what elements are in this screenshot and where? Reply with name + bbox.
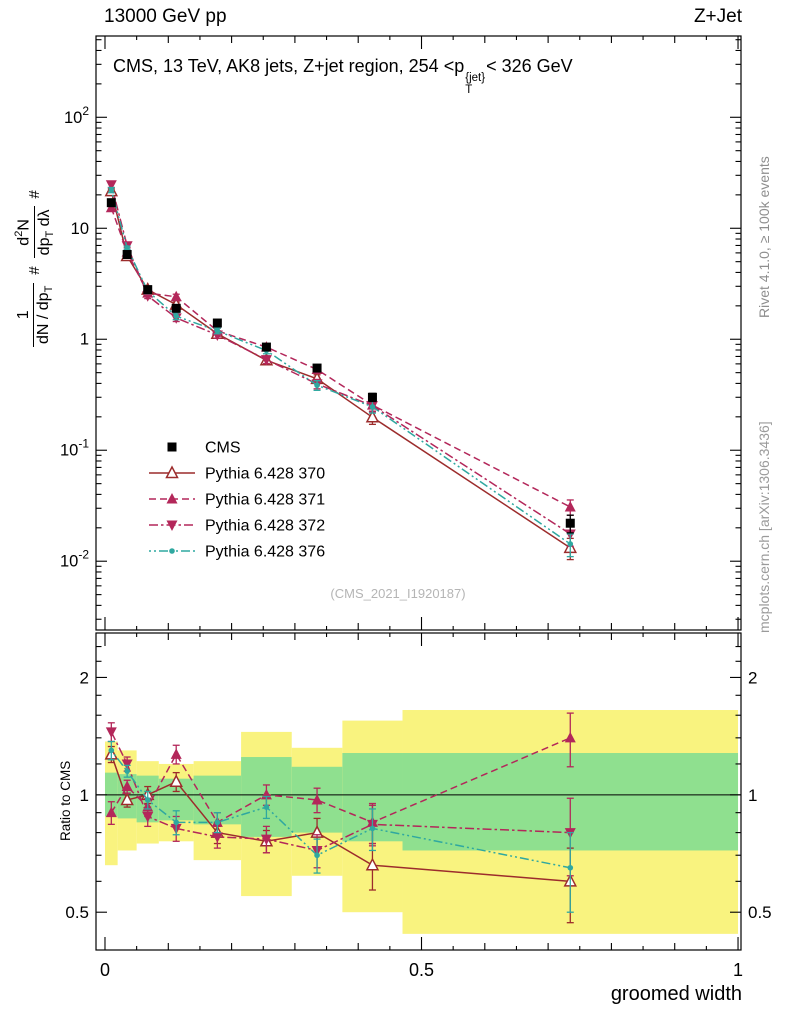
y-axis-label: 1 dN / dpT # d2N dpT dλ #: [13, 190, 57, 347]
ylabel-frac2-denominator: dpT dλ: [33, 206, 57, 259]
svg-text:1: 1: [80, 786, 89, 805]
ylabel-frac2-numerator: d2N: [13, 219, 33, 246]
svg-text:Pythia 6.428 376: Pythia 6.428 376: [205, 544, 325, 561]
pt-jet-symbol: {jet} T: [465, 72, 486, 96]
svg-text:10-1: 10-1: [60, 437, 89, 460]
beam-energy-label: 13000 GeV pp: [104, 6, 227, 27]
legend: CMS Pythia 6.428 370 Pythia 6.428 371 Pythi…: [149, 440, 325, 561]
plot-title-superscript: {jet}: [465, 72, 486, 84]
svg-text:0.5: 0.5: [65, 903, 89, 922]
svg-text:Pythia 6.428 370: Pythia 6.428 370: [205, 466, 325, 483]
ylabel-d2n-fraction: d2N dpT dλ: [13, 206, 57, 259]
svg-text:1: 1: [748, 786, 757, 805]
ylabel-normalization-fraction: 1 dN / dpT: [14, 282, 57, 347]
plot-title: CMS, 13 TeV, AK8 jets, Z+jet region, 254…: [113, 56, 573, 96]
plot-title-suffix: < 326 GeV: [486, 56, 573, 76]
plot-title-subscript: T: [465, 83, 473, 96]
rivet-version-label: Rivet 4.1.0, ≥ 100k events: [756, 156, 772, 318]
svg-text:10-2: 10-2: [60, 548, 89, 571]
main-series-pythia-6-428-376: [107, 186, 574, 558]
plot-title-prefix: CMS, 13 TeV, AK8 jets, Z+jet region, 254…: [113, 56, 465, 76]
x-axis-label: groomed width: [610, 983, 742, 1005]
svg-text:1: 1: [733, 960, 743, 980]
svg-text:2: 2: [748, 668, 757, 687]
svg-text:2: 2: [80, 668, 89, 687]
main-series-pythia-6-428-372: [105, 180, 576, 547]
svg-text:102: 102: [64, 104, 89, 127]
ylabel-frac1-numerator: 1: [14, 310, 32, 320]
svg-text:Pythia 6.428 371: Pythia 6.428 371: [205, 492, 325, 509]
svg-text:1: 1: [80, 331, 89, 349]
mcplots-credit-label: mcplots.cern.ch [arXiv:1306.3436]: [756, 421, 772, 633]
ylabel-hash-a: #: [26, 266, 44, 275]
ratio-series-pythia-6-428-376: [107, 740, 574, 913]
svg-text:Pythia 6.428 372: Pythia 6.428 372: [205, 518, 325, 535]
cms-data-points: [106, 198, 575, 534]
main-series-pythia-6-428-371: [105, 201, 576, 516]
svg-text:10: 10: [71, 220, 89, 238]
svg-text:0.5: 0.5: [748, 903, 772, 922]
ylabel-hash-b: #: [26, 190, 44, 199]
svg-text:0.5: 0.5: [409, 960, 434, 980]
process-label: Z+Jet: [693, 6, 742, 27]
ylabel-frac1-denominator: dN / dpT: [32, 282, 57, 347]
analysis-id-watermark: (CMS_2021_I1920187): [330, 586, 466, 601]
ratio-y-axis-label: Ratio to CMS: [58, 760, 73, 841]
svg-text:CMS: CMS: [205, 440, 241, 457]
axes: 102 10 1 10-1 10-2 0 0.5 1 2 2 1 1 0.5 0.5: [60, 35, 772, 980]
svg-text:0: 0: [100, 960, 110, 980]
